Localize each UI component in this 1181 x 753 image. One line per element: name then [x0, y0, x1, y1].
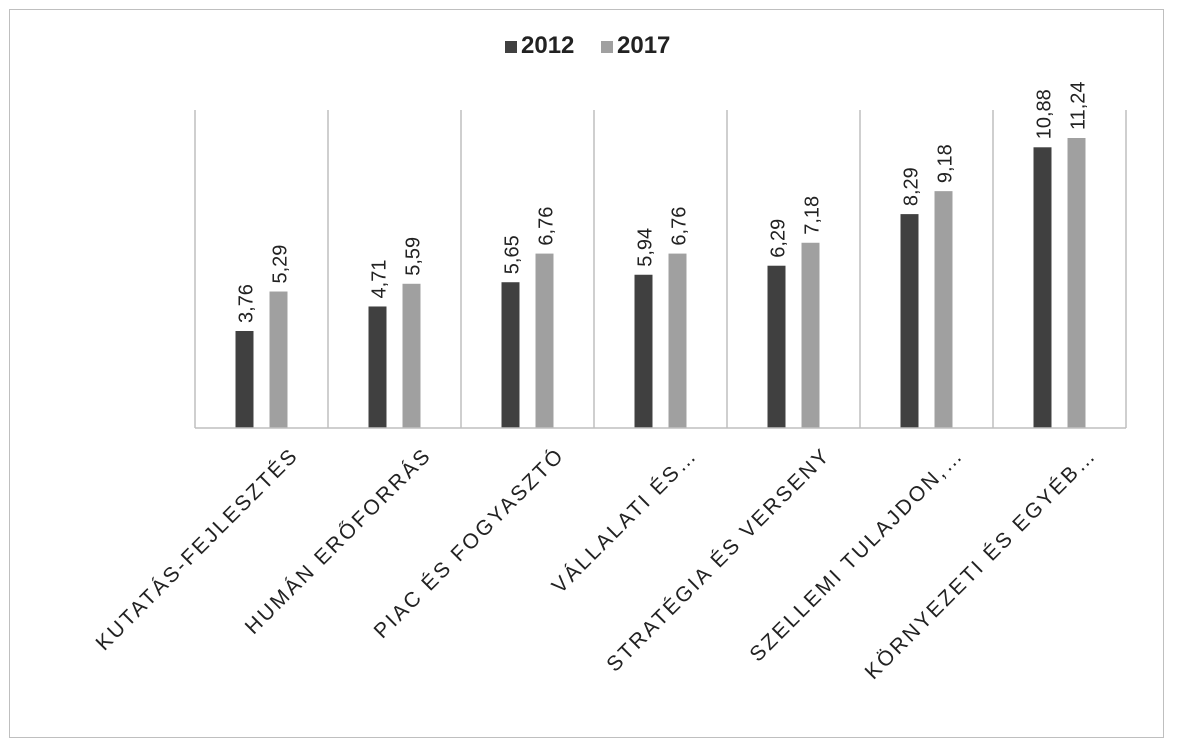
bar-2017-3: [535, 253, 554, 428]
bar-2017-2: [402, 283, 421, 428]
category-label-4: VÁLLALATI ÉS…: [548, 443, 703, 598]
data-label-2017-1: 5,29: [270, 245, 292, 284]
legend-swatch-2012: [505, 41, 517, 53]
legend-label-2017: 2017: [617, 32, 670, 59]
data-label-2012-7: 10,88: [1034, 89, 1056, 139]
legend: 2012 2017: [505, 32, 670, 59]
category-label-5: STRATÉGIA ÉS VERSENY: [602, 443, 835, 676]
bar-2017-1: [269, 291, 288, 428]
data-label-2012-6: 8,29: [901, 167, 923, 206]
category-label-6: SZELLEMI TULAJDON,…: [745, 443, 968, 666]
bar-2012-2: [368, 306, 387, 428]
data-label-2017-6: 9,18: [935, 144, 957, 183]
bar-2012-5: [767, 265, 786, 428]
data-label-2012-4: 5,94: [635, 228, 657, 267]
data-label-2017-3: 6,76: [536, 207, 558, 246]
bar-2017-6: [934, 191, 953, 428]
data-label-2017-2: 5,59: [403, 237, 425, 276]
data-label-2012-5: 6,29: [768, 219, 790, 258]
bar-2012-7: [1033, 147, 1052, 428]
data-label-2017-7: 11,24: [1068, 81, 1090, 130]
category-separators: [194, 110, 1127, 428]
bar-2012-4: [634, 274, 653, 428]
bar-2017-5: [801, 242, 820, 428]
data-label-2012-3: 5,65: [502, 235, 524, 274]
legend-swatch-2017: [601, 41, 613, 53]
category-label-7: KÖRNYEZETI ÉS EGYÉB…: [861, 443, 1102, 684]
data-label-2012-1: 3,76: [236, 284, 258, 323]
bar-2017-7: [1067, 138, 1086, 428]
bars-group: [235, 138, 1086, 428]
legend-label-2012: 2012: [521, 32, 574, 59]
bar-2012-6: [900, 214, 919, 428]
data-label-2017-4: 6,76: [669, 207, 691, 246]
data-label-2017-5: 7,18: [802, 196, 824, 235]
bar-2017-4: [668, 253, 687, 428]
chart-frame: [9, 9, 1164, 738]
data-labels-group: 3,76 5,29 4,71 5,59 5,65 6,76 5,94 6,76 6,29 7,18…: [236, 81, 1090, 323]
data-label-2012-2: 4,71: [369, 260, 391, 299]
bar-2012-3: [501, 282, 520, 428]
bar-2012-1: [235, 330, 254, 428]
